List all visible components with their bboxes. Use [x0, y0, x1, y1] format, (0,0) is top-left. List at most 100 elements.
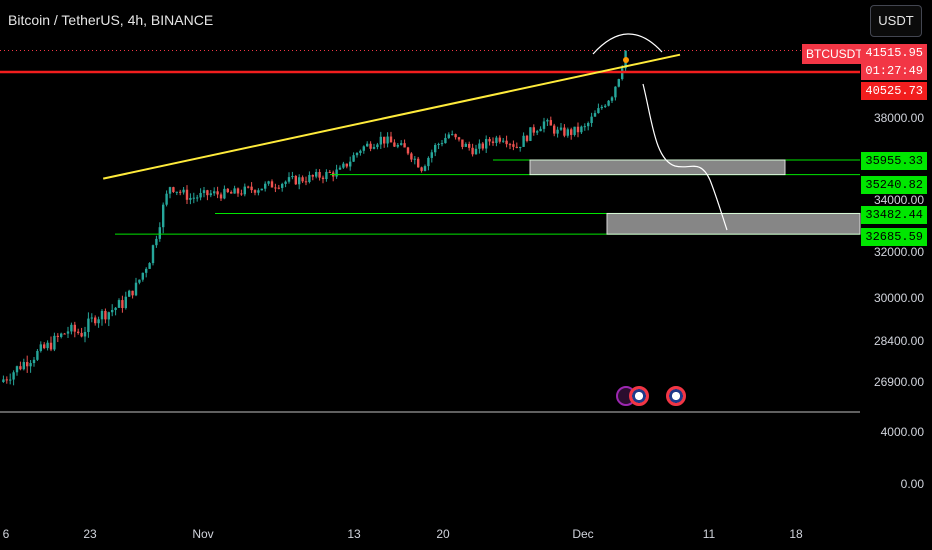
candle-body: [2, 379, 5, 382]
candle-body: [223, 188, 226, 199]
time-label: 11: [702, 527, 716, 541]
last-price-tag: 41515.95 01:27:49: [861, 44, 927, 80]
candle-body: [434, 144, 437, 153]
candle-body: [590, 116, 593, 124]
candle-body: [182, 189, 185, 193]
candle-body: [539, 128, 542, 132]
candle-body: [100, 310, 104, 320]
candle-body: [165, 193, 168, 205]
candle-body: [406, 147, 410, 154]
candle-body: [522, 135, 525, 147]
time-label: Dec: [572, 527, 594, 541]
candle-body: [145, 268, 148, 273]
candle-body: [600, 106, 603, 109]
candle-body: [192, 197, 195, 199]
candle-body: [294, 176, 297, 185]
candle-body: [508, 144, 512, 146]
candle-body: [53, 335, 56, 350]
candle-body: [199, 192, 202, 198]
candle-body: [583, 126, 586, 128]
last-price-value: 41515.95: [865, 46, 923, 60]
candle-body: [471, 147, 474, 155]
candle-body: [315, 172, 318, 177]
candle-body: [111, 310, 114, 313]
candle-body: [308, 175, 311, 183]
candle-body: [573, 126, 576, 135]
candle-body: [556, 129, 559, 134]
demand-zone: [606, 212, 861, 235]
candle-body: [389, 136, 393, 143]
candle-body: [264, 183, 267, 189]
candle-body: [481, 143, 484, 149]
candle-body: [60, 333, 63, 337]
candle-body: [553, 125, 556, 134]
time-label: 18: [789, 527, 803, 541]
currency-button[interactable]: USDT: [870, 5, 922, 37]
candle-body: [529, 127, 532, 141]
candle-body: [413, 158, 416, 160]
candle-body: [372, 147, 376, 149]
symbol-tag: BTCUSDT: [802, 44, 867, 64]
candle-body: [379, 136, 382, 145]
candle-body: [124, 296, 127, 309]
candle-body: [253, 190, 257, 193]
candle-body: [240, 193, 243, 195]
candle-body: [26, 362, 29, 367]
us-flag-event-icon[interactable]: [666, 386, 686, 406]
candle-body: [196, 197, 199, 199]
time-label: 23: [83, 527, 97, 541]
candle-body: [134, 282, 138, 296]
candle-body: [464, 143, 467, 147]
candle-body: [321, 177, 325, 180]
candle-body: [604, 105, 607, 107]
top-arc: [592, 33, 663, 55]
candle-body: [454, 134, 457, 138]
candle-body: [502, 140, 505, 142]
zone1-top-tag: 35955.33: [861, 152, 927, 170]
candle-body: [621, 68, 624, 80]
chart-title: Bitcoin / TetherUS, 4h, BINANCE: [8, 12, 214, 28]
candle-body: [593, 113, 597, 117]
candle-body: [179, 191, 182, 193]
candle-body: [597, 108, 600, 114]
candle-body: [277, 187, 280, 189]
candle-body: [12, 372, 15, 380]
candle-body: [233, 188, 236, 194]
candle-body: [376, 144, 379, 148]
candle-body: [141, 272, 144, 280]
candle-body: [546, 120, 549, 122]
candle-body: [338, 167, 342, 170]
candle-body: [447, 134, 450, 138]
candle-body: [512, 144, 515, 147]
candle-body: [243, 186, 246, 195]
candle-body: [519, 146, 522, 148]
resistance-tag: 40525.73: [861, 82, 927, 100]
candle-body: [158, 227, 161, 239]
candle-body: [468, 143, 471, 148]
candle-body: [274, 187, 277, 189]
zone2-bottom-tag: 32685.59: [861, 228, 927, 246]
candle-body: [22, 362, 25, 370]
candle-body: [369, 143, 372, 149]
candle-body: [505, 140, 508, 145]
candle-body: [478, 143, 481, 149]
candle-body: [94, 317, 97, 324]
candle-body: [131, 290, 134, 296]
candle-body: [444, 137, 447, 144]
candle-body: [474, 148, 478, 155]
candle-body: [396, 144, 399, 147]
volume-tick: 0.00: [900, 477, 924, 491]
candle-body: [281, 183, 284, 188]
candle-body: [542, 121, 546, 129]
candle-body: [362, 146, 365, 151]
candle-body: [114, 307, 117, 311]
candle-body: [430, 152, 433, 158]
candle-body: [311, 175, 314, 177]
candle-body: [128, 290, 131, 297]
time-label: Nov: [192, 527, 214, 541]
candle-body: [202, 190, 206, 193]
candle-body: [189, 197, 192, 200]
candle-body: [209, 193, 212, 196]
us-flag-event-icon[interactable]: [629, 386, 649, 406]
